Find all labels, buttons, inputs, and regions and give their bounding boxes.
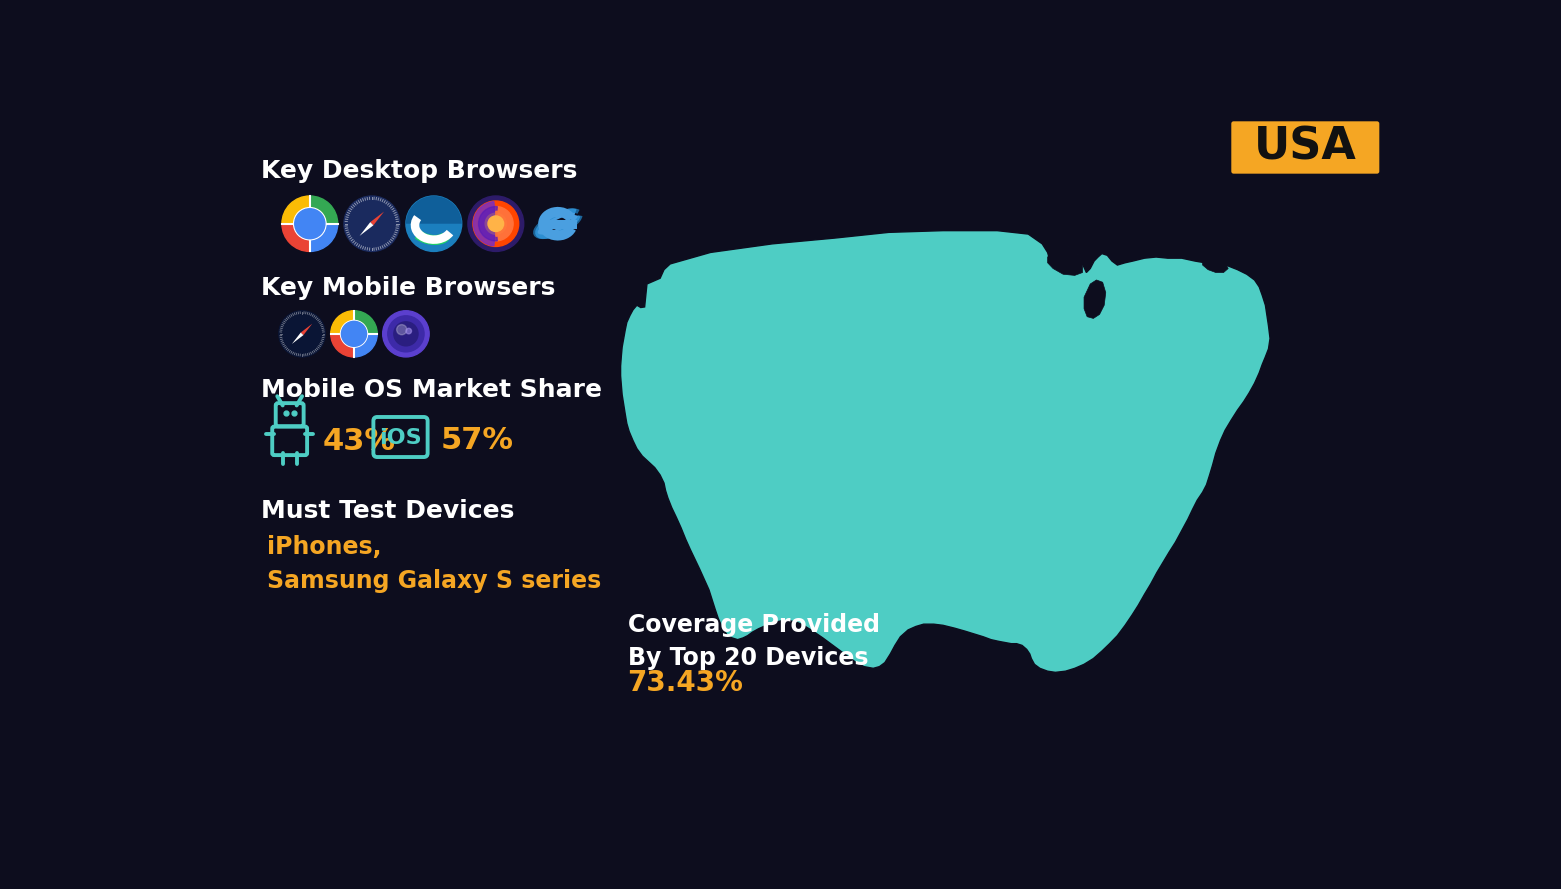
Text: 43%: 43%	[322, 427, 395, 456]
Wedge shape	[309, 224, 337, 252]
Text: iPhones,: iPhones,	[267, 535, 382, 559]
Text: Must Test Devices: Must Test Devices	[261, 500, 515, 524]
Text: Coverage Provided
By Top 20 Devices: Coverage Provided By Top 20 Devices	[628, 613, 879, 670]
Polygon shape	[301, 324, 312, 335]
Text: 57%: 57%	[440, 427, 514, 455]
Text: Mobile OS Market Share: Mobile OS Market Share	[261, 378, 603, 402]
Circle shape	[479, 206, 514, 241]
Wedge shape	[331, 311, 354, 334]
Wedge shape	[283, 224, 309, 252]
Circle shape	[382, 311, 429, 356]
Circle shape	[406, 196, 462, 252]
Wedge shape	[331, 334, 354, 356]
Text: 73.43%: 73.43%	[628, 669, 743, 697]
Wedge shape	[473, 202, 496, 246]
Polygon shape	[1047, 245, 1082, 276]
Wedge shape	[354, 311, 378, 334]
Circle shape	[485, 213, 506, 235]
Polygon shape	[621, 230, 1271, 672]
Circle shape	[279, 311, 325, 356]
Circle shape	[489, 216, 504, 231]
Circle shape	[342, 321, 367, 347]
Circle shape	[468, 196, 524, 252]
Wedge shape	[496, 212, 509, 236]
Text: Key Desktop Browsers: Key Desktop Browsers	[261, 159, 578, 183]
Text: iOS: iOS	[379, 428, 421, 448]
FancyBboxPatch shape	[1232, 121, 1380, 173]
Polygon shape	[406, 196, 462, 224]
Polygon shape	[1083, 280, 1105, 318]
Polygon shape	[292, 332, 303, 344]
Circle shape	[406, 328, 412, 334]
Circle shape	[529, 196, 585, 252]
Polygon shape	[370, 212, 384, 225]
Circle shape	[396, 324, 407, 335]
Text: Key Mobile Browsers: Key Mobile Browsers	[261, 276, 556, 300]
Circle shape	[393, 322, 418, 346]
Circle shape	[340, 320, 367, 348]
Text: Samsung Galaxy S series: Samsung Galaxy S series	[267, 569, 601, 593]
Wedge shape	[283, 196, 309, 224]
Circle shape	[343, 196, 400, 252]
Wedge shape	[354, 334, 378, 356]
Polygon shape	[1202, 257, 1229, 273]
Wedge shape	[309, 196, 337, 224]
Polygon shape	[359, 222, 373, 236]
Circle shape	[293, 208, 326, 240]
Wedge shape	[479, 206, 498, 241]
Circle shape	[473, 201, 518, 246]
Circle shape	[387, 316, 425, 352]
Circle shape	[295, 209, 325, 238]
Text: USA: USA	[1253, 126, 1357, 169]
